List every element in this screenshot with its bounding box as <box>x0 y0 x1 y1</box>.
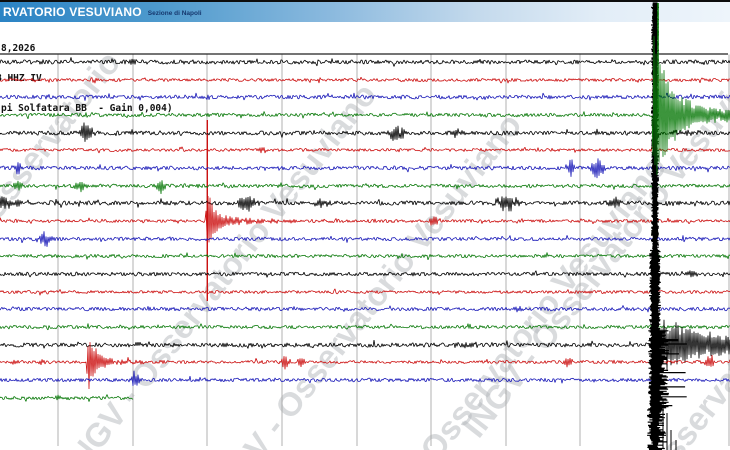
section-label: Sezione di Napoli <box>147 9 202 17</box>
observatory-title: RVATORIO VESUVIANO <box>3 5 142 19</box>
station-channel-label: B HHZ IV <box>0 73 42 84</box>
station-description-label: pi Solfatara BB - Gain 0,004) <box>1 103 173 114</box>
header-bar: RVATORIO VESUVIANO Sezione di Napoli <box>0 2 730 22</box>
date-label: 8,2026 <box>1 43 36 54</box>
station-info-block: 8,2026 B HHZ IV pi Solfatara BB - Gain 0… <box>0 24 173 134</box>
top-border-line <box>0 0 730 2</box>
